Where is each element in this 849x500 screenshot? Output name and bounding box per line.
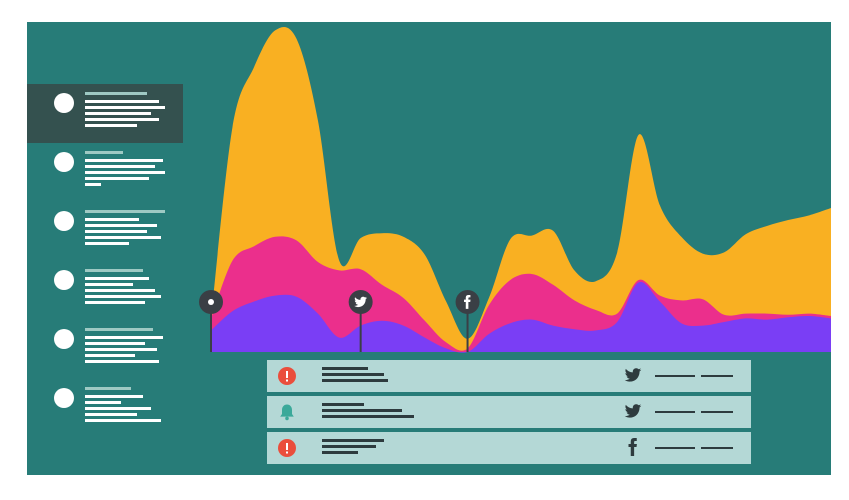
- sidebar-item-icon: [54, 270, 74, 290]
- area-series-3: [211, 26, 831, 353]
- sidebar-item-5[interactable]: [27, 320, 183, 379]
- sidebar-item-text: [85, 230, 147, 233]
- feed-row-text: [322, 379, 388, 382]
- feed-row-meta: [655, 447, 695, 449]
- sidebar-item-text: [85, 342, 145, 345]
- sidebar-item-text: [85, 112, 151, 115]
- twitter-icon: [354, 296, 367, 308]
- sidebar: [27, 84, 183, 438]
- feed-row-text: [322, 451, 358, 454]
- feed-row-text: [322, 415, 414, 418]
- facebook-icon: [464, 295, 471, 309]
- sidebar-item-icon: [54, 388, 74, 408]
- record-icon: [208, 299, 214, 305]
- sidebar-item-title: [85, 151, 123, 154]
- sidebar-item-text: [85, 165, 155, 168]
- sidebar-item-icon: [54, 329, 74, 349]
- sidebar-item-2[interactable]: [27, 143, 183, 202]
- sidebar-item-6[interactable]: [27, 379, 183, 438]
- sidebar-item-title: [85, 387, 131, 390]
- sidebar-item-title: [85, 328, 153, 331]
- sidebar-item-text: [85, 348, 157, 351]
- sidebar-item-icon: [54, 93, 74, 113]
- sidebar-item-text: [85, 407, 151, 410]
- sidebar-item-text: [85, 171, 165, 174]
- feed-row-text: [322, 445, 376, 448]
- feed-row-meta: [701, 447, 733, 449]
- sidebar-item-text: [85, 118, 159, 121]
- sidebar-item-text: [85, 354, 135, 357]
- sidebar-item-text: [85, 224, 157, 227]
- dashboard-panel: [27, 22, 831, 475]
- twitter-icon: [624, 404, 642, 418]
- sidebar-item-icon: [54, 211, 74, 231]
- sidebar-item-3[interactable]: [27, 202, 183, 261]
- sidebar-item-text: [85, 277, 149, 280]
- sidebar-item-text: [85, 218, 139, 221]
- feed-row-3[interactable]: [267, 432, 751, 464]
- sidebar-item-text: [85, 336, 163, 339]
- twitter-icon: [624, 368, 642, 382]
- sidebar-item-text: [85, 289, 155, 292]
- sidebar-item-text: [85, 360, 159, 363]
- sidebar-item-text: [85, 100, 159, 103]
- sidebar-item-text: [85, 124, 137, 127]
- alert-icon: [278, 367, 296, 385]
- feed-row-text: [322, 373, 384, 376]
- feed-row-meta: [701, 375, 733, 377]
- alert-icon: [278, 439, 296, 457]
- feed-row-text: [322, 409, 402, 412]
- sidebar-item-text: [85, 401, 121, 404]
- feed-row-meta: [655, 375, 695, 377]
- sidebar-item-title: [85, 92, 147, 95]
- feed-row-title: [322, 403, 364, 406]
- sidebar-item-title: [85, 210, 165, 213]
- area-series-1: [211, 281, 831, 353]
- sidebar-item-text: [85, 413, 137, 416]
- facebook-icon: [628, 438, 637, 456]
- sidebar-item-4[interactable]: [27, 261, 183, 320]
- event-marker-2[interactable]: [348, 290, 373, 352]
- sidebar-item-text: [85, 106, 165, 109]
- activity-feed: [267, 360, 751, 468]
- sidebar-item-text: [85, 159, 163, 162]
- sidebar-item-text: [85, 183, 101, 186]
- feed-row-title: [322, 439, 384, 442]
- sidebar-item-text: [85, 177, 149, 180]
- sidebar-item-text: [85, 419, 161, 422]
- feed-row-meta: [655, 411, 695, 413]
- sidebar-item-text: [85, 301, 145, 304]
- feed-row-meta: [701, 411, 733, 413]
- sidebar-item-text: [85, 242, 129, 245]
- sidebar-item-text: [85, 295, 161, 298]
- sidebar-item-text: [85, 283, 133, 286]
- bell-icon: [280, 404, 294, 421]
- feed-row-1[interactable]: [267, 360, 751, 392]
- sidebar-item-1[interactable]: [27, 84, 183, 143]
- sidebar-item-title: [85, 269, 143, 272]
- sidebar-item-text: [85, 395, 143, 398]
- event-marker-3[interactable]: [455, 290, 480, 352]
- event-marker-1[interactable]: [199, 290, 223, 352]
- feed-row-2[interactable]: [267, 396, 751, 428]
- sidebar-item-text: [85, 236, 161, 239]
- sidebar-item-icon: [54, 152, 74, 172]
- feed-row-title: [322, 367, 368, 370]
